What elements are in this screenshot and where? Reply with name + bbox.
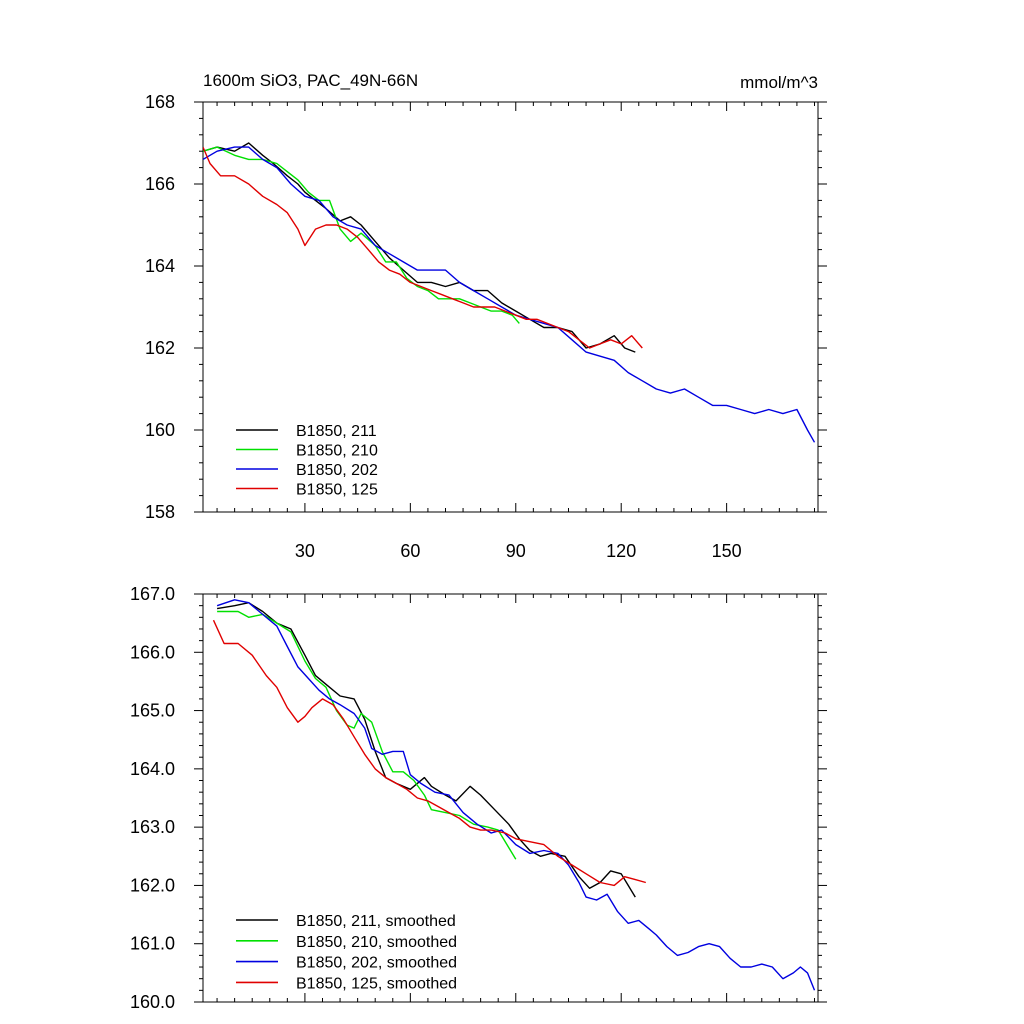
chart-title: 1600m SiO3, PAC_49N-66N (203, 71, 418, 90)
y-tick-label: 167.0 (130, 584, 175, 604)
y-tick-label: 166.0 (130, 642, 175, 662)
x-tick-label: 150 (712, 541, 742, 561)
top-panel-raw-timeseries: 1600m SiO3, PAC_49N-66N mmol/m^3 30 60 90 120… (145, 71, 827, 561)
y-tick-label: 158 (145, 502, 175, 522)
legend-label: B1850, 210, smoothed (296, 934, 457, 951)
units-label: mmol/m^3 (740, 73, 818, 92)
series-line-1 (216, 602, 636, 898)
y-tick-label: 164.0 (130, 759, 175, 779)
bottom-panel-smoothed-timeseries: 160.0 161.0 162.0 163.0 164.0 165.0 166.0 167.0… (130, 584, 827, 1012)
y-tick-label: 165.0 (130, 701, 175, 721)
legend-label: B1850, 125, smoothed (296, 975, 457, 992)
series-line-2 (217, 610, 517, 860)
y-tick-label: 160.0 (130, 992, 175, 1012)
series-line-3 (203, 146, 816, 443)
y-tick-label: 166 (145, 174, 175, 194)
legend-label: B1850, 202 (296, 462, 378, 479)
y-tick-label: 168 (145, 92, 175, 112)
x-tick-label: 30 (295, 541, 315, 561)
series-line-1 (203, 142, 636, 353)
plot-frame (202, 101, 819, 513)
series-line-2 (203, 146, 520, 324)
plot-frame (202, 593, 819, 1003)
legend-label: B1850, 210 (296, 443, 378, 460)
legend-label: B1850, 211 (296, 423, 377, 440)
series-line-4 (203, 146, 643, 349)
y-tick-label: 161.0 (130, 934, 175, 954)
x-tick-label: 120 (606, 541, 636, 561)
series-line-4 (212, 619, 646, 887)
x-tick-label: 90 (506, 541, 526, 561)
y-tick-label: 160 (145, 420, 175, 440)
y-tick-label: 163.0 (130, 817, 175, 837)
legend-label: B1850, 202, smoothed (296, 955, 457, 972)
y-tick-label: 162.0 (130, 875, 175, 895)
series-line-3 (216, 599, 816, 991)
y-tick-label: 162 (145, 338, 175, 358)
legend-label: B1850, 211, smoothed (296, 913, 456, 930)
x-tick-label: 60 (400, 541, 420, 561)
legend-label: B1850, 125 (296, 482, 378, 499)
y-tick-label: 164 (145, 256, 175, 276)
